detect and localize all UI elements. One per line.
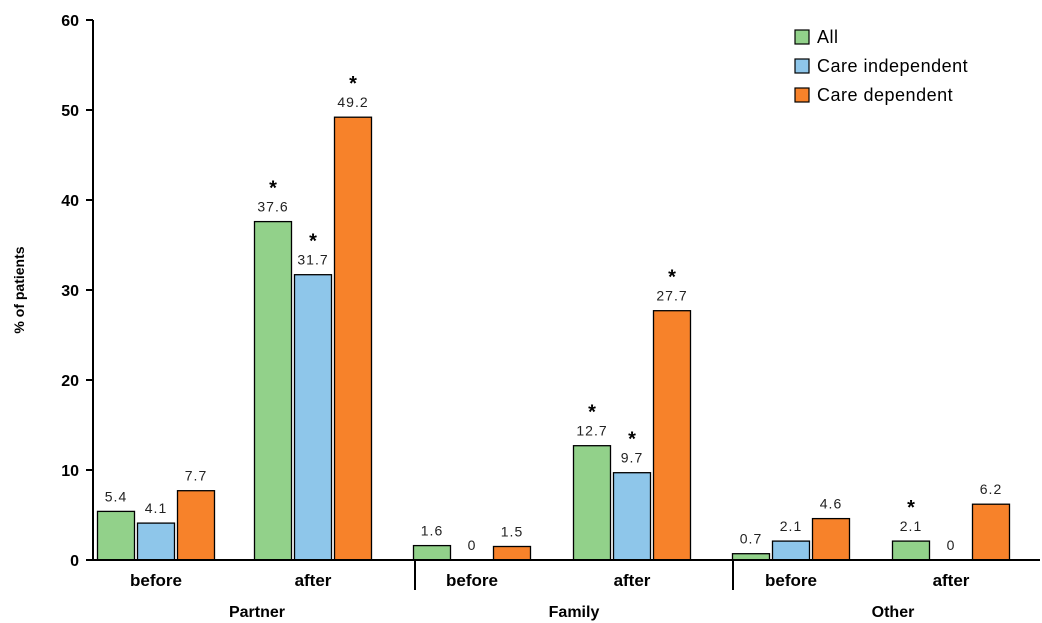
data-label: 0 [947, 537, 956, 553]
y-tick-label: 30 [61, 283, 79, 300]
legend-label: All [817, 27, 839, 47]
bar [971, 503, 1011, 561]
data-label: 4.1 [145, 500, 167, 516]
group-label: Partner [229, 604, 285, 621]
bar [333, 116, 373, 561]
bar [96, 510, 136, 561]
data-label: 1.6 [421, 523, 443, 539]
bar [891, 540, 931, 561]
x-tick-label: before [446, 571, 498, 590]
bar [811, 517, 851, 561]
y-tick-label: 10 [61, 463, 79, 480]
group-label: Other [872, 604, 915, 621]
y-tick-label: 0 [70, 553, 79, 570]
data-label: 6.2 [980, 481, 1002, 497]
legend: All Care independent Care dependent [794, 27, 968, 105]
y-tick-label: 20 [61, 373, 79, 390]
legend-swatch [794, 58, 810, 74]
x-tick-label: after [933, 571, 970, 590]
data-label: 7.7 [185, 468, 207, 484]
significance-marker: * [668, 267, 676, 289]
x-tick-label: before [765, 571, 817, 590]
significance-marker: * [588, 402, 596, 424]
significance-marker: * [907, 497, 915, 519]
data-label: 12.7 [576, 423, 607, 439]
y-axis-label: % of patients [11, 246, 27, 333]
data-label: 31.7 [297, 252, 328, 268]
group-label: Family [549, 604, 600, 621]
significance-marker: * [269, 178, 277, 200]
bars [96, 116, 1011, 561]
data-labels: 5.44.17.737.6*31.7*49.2*1.601.512.7*9.7*… [105, 73, 1002, 553]
y-axis: 0 10 20 30 40 50 60 [61, 13, 94, 570]
bar [492, 545, 532, 561]
bar [253, 220, 293, 561]
legend-swatch [794, 87, 810, 103]
significance-marker: * [309, 231, 317, 253]
data-label: 4.6 [820, 496, 842, 512]
data-label: 2.1 [900, 518, 922, 534]
x-axis: before after before after before after Partner… [93, 559, 1040, 621]
bar [652, 310, 692, 561]
x-tick-label: after [614, 571, 651, 590]
legend-label: Care dependent [817, 85, 953, 105]
data-label: 2.1 [780, 518, 802, 534]
bar [136, 522, 176, 561]
data-label: 0 [468, 537, 477, 553]
bar [412, 544, 452, 561]
bar [176, 490, 216, 561]
y-tick-label: 60 [61, 13, 79, 30]
y-tick-label: 50 [61, 103, 79, 120]
data-label: 27.7 [656, 288, 687, 304]
data-label: 5.4 [105, 488, 127, 504]
x-tick-label: before [130, 571, 182, 590]
legend-swatch [794, 29, 810, 45]
significance-marker: * [349, 73, 357, 95]
bar [612, 472, 652, 561]
data-label: 37.6 [257, 199, 288, 215]
data-label: 9.7 [621, 450, 643, 466]
data-label: 0.7 [740, 531, 762, 547]
data-label: 49.2 [337, 94, 368, 110]
y-tick-label: 40 [61, 193, 79, 210]
significance-marker: * [628, 429, 636, 451]
bar [293, 274, 333, 561]
bar [572, 445, 612, 561]
bar [771, 540, 811, 561]
data-label: 1.5 [501, 524, 523, 540]
x-tick-label: after [295, 571, 332, 590]
legend-label: Care independent [817, 56, 968, 76]
